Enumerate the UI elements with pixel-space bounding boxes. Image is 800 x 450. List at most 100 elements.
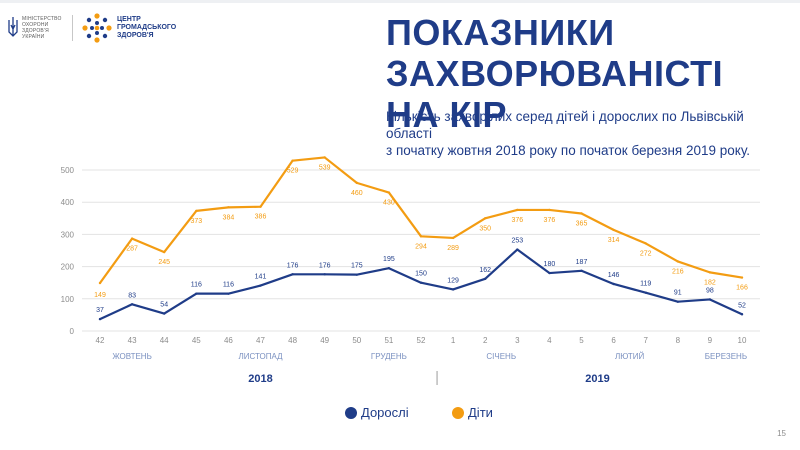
adults-data-point	[644, 291, 647, 294]
phc-line: ЦЕНТР	[117, 16, 141, 23]
title-line: ЗАХВОРЮВАНІСТІ НА КІР	[386, 53, 724, 135]
subtitle-line: з початку жовтня 2018 року по початок бе…	[386, 143, 750, 158]
children-data-label: 289	[447, 245, 459, 252]
x-tick-label: 43	[128, 336, 137, 345]
children-data-label: 376	[511, 217, 523, 224]
adults-data-point	[323, 273, 326, 276]
x-tick-label: 52	[417, 336, 426, 345]
children-data-label: 287	[126, 246, 138, 253]
legend-adults-marker	[345, 406, 357, 419]
adults-data-label: 91	[674, 290, 682, 297]
legend-adults-label: Дорослі	[361, 405, 409, 420]
x-tick-label: 5	[579, 336, 584, 345]
adults-data-label: 141	[255, 274, 267, 281]
x-tick-label: 1	[451, 336, 456, 345]
children-data-label: 182	[704, 279, 716, 286]
y-tick-label: 300	[61, 230, 75, 239]
children-data-point	[419, 235, 423, 238]
x-tick-label: 4	[547, 336, 552, 345]
x-tick-label: 9	[708, 336, 713, 345]
children-data-point	[612, 228, 615, 232]
ministry-name: МІНІСТЕРСТВО ОХОРОНИ ЗДОРОВ'Я УКРАЇНИ	[22, 16, 68, 40]
x-tick-label: 42	[96, 336, 105, 345]
x-tick-label: 7	[643, 336, 648, 345]
phc-line: ГРОМАДСЬКОГО	[117, 24, 177, 31]
adults-data-point	[98, 317, 102, 321]
x-tick-label: 2	[483, 336, 488, 345]
adults-data-point	[291, 273, 294, 276]
adults-data-point	[163, 312, 166, 315]
year-label: 2019	[585, 373, 609, 385]
adults-data-point	[740, 313, 744, 316]
ministry-line: ОХОРОНИ	[22, 22, 49, 28]
adults-data-point	[612, 282, 615, 286]
children-data-point	[548, 208, 551, 212]
adults-data-label: 150	[415, 271, 427, 278]
adults-data-point	[580, 269, 583, 272]
children-data-label: 373	[190, 218, 202, 225]
children-data-point	[580, 212, 583, 215]
adults-data-label: 52	[738, 302, 746, 309]
children-data-label: 216	[672, 268, 684, 275]
y-tick-label: 500	[61, 166, 75, 175]
y-tick-label: 0	[70, 327, 75, 336]
children-data-label: 272	[640, 250, 652, 257]
ministry-line: ЗДОРОВ'Я	[22, 28, 49, 34]
children-data-point	[130, 237, 134, 240]
children-data-label: 350	[479, 225, 491, 232]
month-label: ГРУДЕНЬ	[371, 352, 407, 361]
legend-adults: Дорослі	[345, 405, 409, 420]
adults-data-label: 54	[160, 302, 168, 309]
adults-data-point	[227, 292, 230, 295]
legend-children-marker	[452, 406, 464, 419]
month-label: БЕРЕЗЕНЬ	[705, 352, 747, 361]
children-data-label: 539	[319, 164, 331, 171]
ministry-line: УКРАЇНИ	[22, 34, 45, 40]
x-tick-label: 48	[288, 336, 297, 345]
children-data-label: 365	[576, 220, 588, 227]
children-data-point	[323, 156, 326, 159]
chart-subtitle: Кількість захворілих серед дітей і дорос…	[386, 108, 786, 159]
children-data-point	[259, 205, 262, 208]
adults-data-point	[548, 271, 551, 275]
logo-divider	[72, 15, 73, 41]
children-data-point	[227, 206, 230, 209]
adults-data-point	[259, 284, 262, 287]
month-label: ЛИСТОПАД	[238, 352, 283, 361]
children-data-label: 529	[287, 168, 299, 175]
x-tick-label: 6	[611, 336, 616, 345]
legend-children: Діти	[452, 405, 493, 420]
adults-data-label: 195	[383, 256, 395, 263]
adults-data-point	[516, 248, 519, 251]
year-label: 2018	[248, 373, 272, 385]
children-data-point	[676, 260, 679, 263]
page-title: ПОКАЗНИКИ ЗАХВОРЮВАНІСТІ НА КІР	[386, 12, 786, 135]
children-data-label: 430	[383, 200, 395, 207]
children-data-point	[708, 271, 712, 274]
adults-data-label: 253	[511, 238, 523, 245]
x-tick-label: 8	[676, 336, 681, 345]
children-data-point	[484, 217, 487, 220]
adults-data-label: 162	[479, 267, 491, 274]
ministry-line: МІНІСТЕРСТВО	[22, 16, 62, 22]
x-tick-label: 46	[224, 336, 233, 345]
children-data-point	[355, 181, 358, 185]
children-data-point	[291, 159, 294, 162]
adults-data-point	[195, 292, 198, 295]
children-data-label: 460	[351, 190, 363, 197]
y-tick-label: 100	[61, 295, 75, 304]
x-tick-label: 50	[352, 336, 361, 345]
trident-icon	[8, 17, 18, 37]
adults-data-label: 176	[319, 262, 331, 269]
children-data-point	[644, 242, 647, 245]
public-health-center-logo-icon	[82, 13, 112, 43]
adults-data-label: 176	[287, 262, 299, 269]
adults-data-label: 187	[576, 259, 588, 266]
children-data-point	[516, 208, 519, 212]
children-data-label: 166	[736, 285, 748, 292]
logo-block: МІНІСТЕРСТВО ОХОРОНИ ЗДОРОВ'Я УКРАЇНИ ЦЕ…	[8, 12, 177, 44]
x-tick-label: 49	[320, 336, 329, 345]
title-line: ПОКАЗНИКИ	[386, 12, 615, 53]
adults-data-label: 83	[128, 292, 136, 299]
month-label: СІЧЕНЬ	[486, 352, 516, 361]
